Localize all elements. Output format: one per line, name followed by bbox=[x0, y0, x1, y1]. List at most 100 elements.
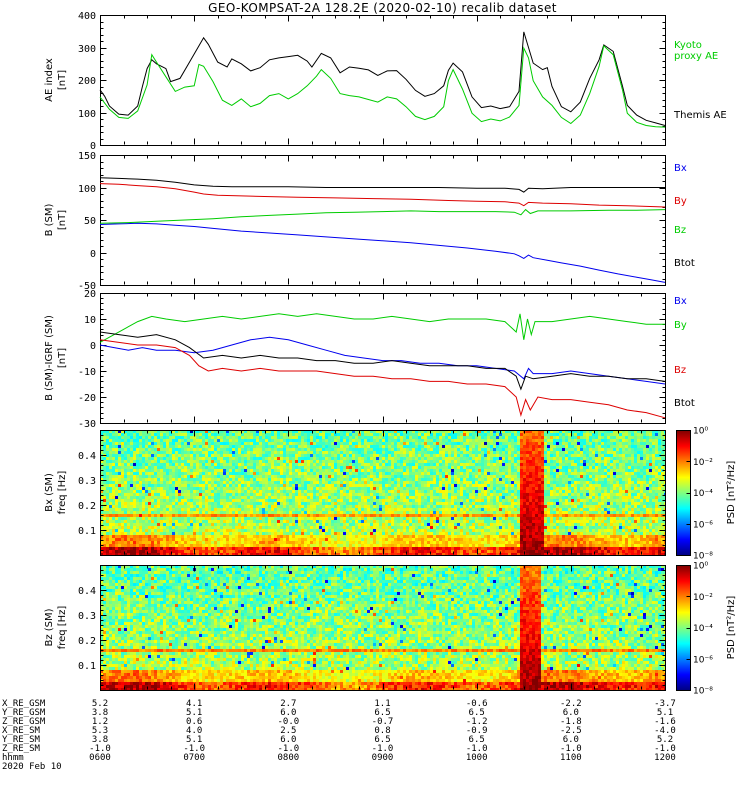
colorbar-tick-label: 10⁻⁴ bbox=[693, 624, 713, 634]
y-axis-title: B (SM) bbox=[44, 203, 55, 236]
eph-value: -1.0 bbox=[559, 744, 582, 754]
series-by bbox=[99, 183, 666, 208]
y-tick-label: 0.4 bbox=[78, 586, 96, 597]
y-tick-label: 0.4 bbox=[78, 451, 96, 462]
time-tick-label: 0700 bbox=[183, 753, 205, 763]
y-tick-label: -30 bbox=[78, 419, 96, 430]
y-tick-label: 0.2 bbox=[78, 501, 96, 512]
colorbar-tick-label: 10⁻⁸ bbox=[693, 687, 713, 697]
y-tick-label: 20 bbox=[84, 289, 96, 300]
eph-row-label-z_re_gsm: Z_RE_GSM bbox=[2, 717, 46, 727]
time-tick-label: 0900 bbox=[371, 753, 394, 763]
y-axis-title: AE index bbox=[44, 58, 55, 102]
y-axis-title: freq [Hz] bbox=[57, 606, 68, 650]
time-tick-label: 0800 bbox=[277, 753, 300, 763]
legend-b-sm-panel-by: By bbox=[674, 196, 687, 207]
panel-frame bbox=[100, 155, 666, 286]
legend-b-sm-panel-bz: Bz bbox=[674, 225, 687, 236]
plot-title: GEO-KOMPSAT-2A 128.2E (2020-02-10) recal… bbox=[208, 1, 557, 15]
legend-ae-index-panel-themis-ae: Themis AE bbox=[674, 110, 727, 121]
y-tick-label: 0 bbox=[90, 249, 96, 260]
eph-value: 3.8 bbox=[91, 708, 109, 718]
eph-value: 6.0 bbox=[562, 735, 579, 745]
legend-b-sm-panel-btot: Btot bbox=[674, 258, 695, 269]
eph-value: -1.0 bbox=[465, 744, 488, 754]
bz-spectrogram-image bbox=[100, 565, 665, 690]
colorbar-tick-label: 10⁻⁴ bbox=[693, 489, 713, 499]
eph-value: 2.5 bbox=[280, 726, 297, 736]
eph-value: -0.6 bbox=[465, 699, 488, 709]
legend-b-igrf-panel-bz: Bz bbox=[674, 365, 687, 376]
eph-row-label-x_re_gsm: X_RE_GSM bbox=[2, 699, 46, 709]
eph-value: 2.7 bbox=[280, 699, 297, 709]
panel-frame bbox=[100, 293, 666, 424]
y-tick-label: 300 bbox=[78, 44, 96, 55]
eph-value: 6.5 bbox=[374, 708, 391, 718]
y-axis-title: [nT] bbox=[57, 348, 68, 368]
date-label: 2020 Feb 10 bbox=[2, 762, 62, 772]
eph-value: 3.8 bbox=[91, 735, 109, 745]
eph-row-label-y_re_sm: Y_RE_SM bbox=[2, 735, 40, 745]
series-kyoto-proxy-ae bbox=[99, 44, 666, 128]
y-tick-label: 200 bbox=[78, 76, 96, 87]
bx-spectrogram-image bbox=[100, 430, 665, 555]
time-tick-label: 1000 bbox=[465, 753, 488, 763]
eph-value: -2.5 bbox=[559, 726, 582, 736]
ae-index-panel: 0 100 200 300 400 AE index [nT] bbox=[44, 11, 666, 152]
y-axis-title: [nT] bbox=[57, 210, 68, 230]
y-tick-label: 150 bbox=[78, 151, 96, 162]
eph-value: -1.6 bbox=[654, 717, 676, 727]
series-btot bbox=[99, 331, 666, 391]
colorbar-tick-label: 10⁻² bbox=[693, 593, 713, 603]
series-bx bbox=[99, 336, 666, 385]
eph-value: -0.0 bbox=[277, 717, 300, 727]
legend-b-igrf-panel-btot: Btot bbox=[674, 398, 695, 409]
b-sm-panel: -50 0 50 100 150 B (SM) [nT] bbox=[44, 151, 666, 292]
legend-b-sm-panel-bx: Bx bbox=[674, 163, 687, 174]
time-tick-label: 1200 bbox=[654, 753, 676, 763]
y-tick-label: 0.3 bbox=[78, 611, 96, 622]
colorbar-tick-label: 10⁰ bbox=[693, 427, 708, 437]
bx-colorbar bbox=[676, 430, 690, 555]
colorbar-tick-label: 10⁻⁶ bbox=[693, 655, 713, 665]
y-tick-label: -50 bbox=[78, 281, 96, 292]
eph-value: -0.9 bbox=[465, 726, 488, 736]
colorbar-tick-label: 10⁻² bbox=[693, 458, 713, 468]
eph-value: 4.1 bbox=[186, 699, 203, 709]
eph-value: 5.2 bbox=[656, 735, 674, 745]
series-bz bbox=[99, 208, 666, 224]
y-tick-label: 100 bbox=[78, 184, 96, 195]
y-tick-label: 100 bbox=[78, 109, 96, 120]
series-themis-ae bbox=[99, 31, 666, 126]
y-axis-title: B (SM)-IGRF (SM) bbox=[44, 315, 55, 401]
b-igrf-panel: -30 -20 -10 0 10 20 B (SM)-IGRF (SM) [nT] bbox=[44, 289, 666, 430]
colorbar-tick-label: 10⁻⁸ bbox=[693, 552, 713, 562]
eph-value: -1.0 bbox=[277, 744, 300, 754]
eph-value: 5.3 bbox=[91, 726, 109, 736]
eph-value: -1.0 bbox=[371, 744, 394, 754]
series-btot bbox=[99, 177, 665, 193]
eph-value: -2.2 bbox=[559, 699, 582, 709]
y-tick-label: 0 bbox=[90, 141, 96, 152]
y-tick-label: 0.3 bbox=[78, 476, 96, 487]
legend-ae-index-panel-kyoto: Kyoto bbox=[674, 40, 702, 51]
series-bz bbox=[99, 339, 666, 419]
eph-value: -4.0 bbox=[654, 726, 676, 736]
eph-value: 6.5 bbox=[468, 708, 485, 718]
colorbar-tick-label: 10⁰ bbox=[693, 562, 708, 572]
series-bx bbox=[99, 222, 666, 283]
y-tick-label: 0.2 bbox=[78, 636, 96, 647]
eph-value: 1.1 bbox=[374, 699, 391, 709]
eph-value: 0.6 bbox=[186, 717, 203, 727]
panel-frame bbox=[100, 15, 666, 146]
eph-row-label-y_re_gsm: Y_RE_GSM bbox=[2, 708, 46, 718]
eph-row-label-z_re_sm: Z_RE_SM bbox=[2, 744, 40, 754]
legend-b-igrf-panel-bx: Bx bbox=[674, 296, 687, 307]
eph-value: 5.1 bbox=[186, 708, 203, 718]
eph-value: -1.0 bbox=[183, 744, 205, 754]
y-axis-title: Bz (SM) bbox=[44, 608, 55, 646]
legend-b-igrf-panel-by: By bbox=[674, 320, 687, 331]
eph-value: 0.8 bbox=[374, 726, 391, 736]
eph-value: 5.1 bbox=[656, 708, 674, 718]
eph-value: 6.0 bbox=[280, 735, 297, 745]
